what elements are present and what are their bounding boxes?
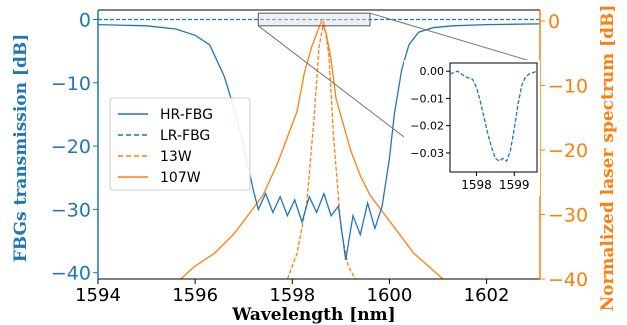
inset-chart: 0.00 −0.01 −0.02 −0.03 1598 1599	[404, 60, 540, 196]
series-line-107w	[180, 19, 444, 280]
inset-y-tick-label: −0.03	[410, 147, 444, 160]
y-right-tick-label: 0	[548, 11, 560, 33]
legend-label: 107W	[160, 170, 201, 186]
x-tick-label: 1596	[172, 285, 218, 306]
legend-label: 13W	[160, 149, 192, 165]
legend-box	[109, 97, 251, 191]
legend: HR-FBG LR-FBG 13W 107W	[109, 97, 251, 191]
y-left-tick-label: 0	[79, 9, 91, 31]
inset-y-tick-label: −0.01	[410, 92, 444, 105]
y-right-tick-label: −40	[548, 269, 588, 291]
y-left-axis-title: FBGs transmission [dB]	[11, 34, 31, 263]
y-right-tick-label: −30	[548, 204, 588, 226]
y-right-tick-label: −20	[548, 140, 588, 162]
y-left-tick-label: −20	[51, 136, 91, 158]
y-left-tick-label: −30	[51, 199, 91, 221]
inset-frame	[449, 62, 538, 173]
x-tick-label: 1602	[464, 285, 510, 306]
y-left-tick-label: −10	[51, 73, 91, 95]
x-tick-label: 1598	[269, 285, 315, 306]
x-axis-title: Wavelength [nm]	[231, 305, 395, 325]
inset-y-tick-label: 0.00	[420, 65, 445, 78]
inset-background	[404, 60, 540, 196]
axes: 1594 1596 1598 1600 1602 0 −10 −20 −30 −40 0 −10 −20…	[51, 9, 588, 306]
y-left-tick-label: −40	[51, 263, 91, 285]
legend-label: HR-FBG	[160, 107, 213, 123]
inset-x-tick-label: 1599	[499, 178, 530, 192]
x-tick-label: 1600	[367, 285, 413, 306]
zoom-region-box	[257, 12, 371, 27]
x-tick-label: 1594	[75, 285, 121, 306]
inset-x-tick-label: 1598	[461, 178, 492, 192]
series-line-13w	[286, 20, 356, 280]
inset-y-tick-label: −0.02	[410, 120, 444, 133]
inset-connector-line	[369, 12, 538, 64]
legend-label: LR-FBG	[160, 128, 210, 144]
y-right-tick-label: −10	[548, 75, 588, 97]
inset-series-line	[449, 70, 538, 163]
y-right-axis-title: Normalized laser spectrum [dB]	[598, 5, 618, 312]
